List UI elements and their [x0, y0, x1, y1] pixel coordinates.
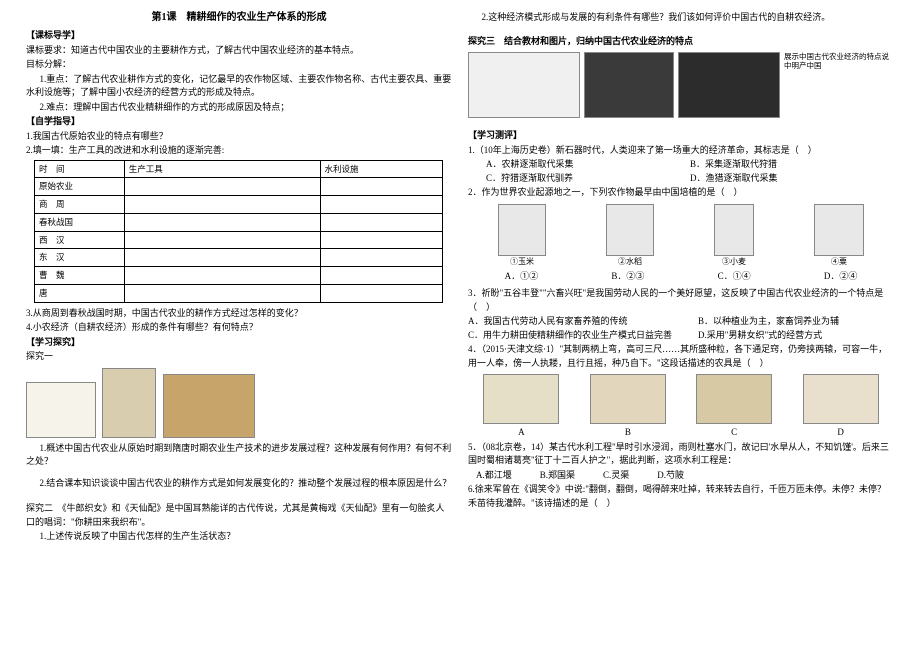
q3: 3.从商周到春秋战国时期，中国古代农业的耕作方式经过怎样的变化？: [26, 307, 452, 321]
tool-a-image: [483, 374, 559, 424]
mubiao-2: 2.难点：理解中国古代农业精耕细作的方式的形成原因及特点；: [26, 101, 452, 115]
history-table: 时 间 生产工具 水利设施 原始农业 商 周 春秋战国 西 汉 东 汉 曹 魏 …: [34, 160, 443, 303]
table-row: 商 周: [35, 196, 443, 214]
right-column: 2.这种经济模式形成与发展的有利条件有哪些？我们该如何评价中国古代的自耕农经济。…: [460, 10, 902, 640]
r-q1: 1.（10年上海历史卷）新石器时代，人类迎来了第一场重大的经济革命，其标志是（ …: [468, 144, 894, 158]
zixue-1: 1.我国古代原始农业的特点有哪些？: [26, 130, 452, 144]
left-column: 第1课 精耕细作的农业生产体系的形成 【课标导学】 课标要求：知道古代中国农业的…: [18, 10, 460, 640]
tool-figures: [468, 374, 894, 424]
mubiao-1: 1.重点：了解古代农业耕作方式的变化，记忆最早的农作物区域、主要农作物名称、古代…: [26, 73, 452, 100]
table-row: 西 汉: [35, 231, 443, 249]
kebiao-head: 【课标导学】: [26, 29, 452, 43]
r-q2: 2．作为世界农业起源地之一，下列农作物最早由中国培植的是（ ）: [468, 186, 894, 200]
tanjiu-head: 【学习探究】: [26, 336, 452, 350]
q1-options: A．农耕逐渐取代采集 B．采集逐渐取代狩猎 C．狩猎逐渐取代驯养 D．渔猎逐渐取…: [468, 158, 894, 185]
fig-millet: ④粟: [814, 204, 864, 268]
mubiao-head: 目标分解：: [26, 58, 452, 72]
q4-letters: A B C D: [468, 426, 894, 440]
corn-icon: [498, 204, 546, 256]
side-text: 展示中国古代农业经济的特点说中明产中国: [784, 52, 894, 70]
table-row: 春秋战国: [35, 213, 443, 231]
farming-scene-1: [468, 52, 580, 118]
tanjiu3-head: 探究三 结合教材和图片，归纳中国古代农业经济的特点: [468, 35, 894, 49]
q3-options: A．我国古代劳动人民有家畜养殖的传统 B．以种植业为主，家畜饲养业为辅 C．用牛…: [468, 315, 894, 342]
zixue-head: 【自学指导】: [26, 115, 452, 129]
r-q6: 6.徐来军曾在《调笑令》中说:"翻倒，翻倒，喝得醉来吐掉，转来转去自行，千匝万匝…: [468, 483, 894, 510]
kebiao-req: 课标要求：知道古代中国农业的主要耕作方式，了解古代中国农业经济的基本特点。: [26, 44, 452, 58]
tanjiu-q2: 2.结合课本知识谈谈中国古代农业的耕作方式是如何发展变化的？推动整个发展过程的根…: [26, 477, 452, 491]
table-row: 原始农业: [35, 178, 443, 196]
table-header-row: 时 间 生产工具 水利设施: [35, 160, 443, 178]
lesson-title: 第1课 精耕细作的农业生产体系的形成: [26, 10, 452, 25]
fig-corn: ①玉米: [498, 204, 546, 268]
tanjiu-q1: 1.概述中国古代农业从原始时期到隋唐时期农业生产技术的进步发展过程？这种发展有何…: [26, 442, 452, 469]
fig-rice: ②水稻: [606, 204, 654, 268]
q5-options: A.都江堰 B.郑国渠 C.灵渠 D.芍陂: [468, 469, 894, 483]
th-time: 时 间: [35, 160, 125, 178]
q4: 4.小农经济（自耕农经济）形成的条件有哪些？有何特点？: [26, 321, 452, 335]
farming-scene-2: [584, 52, 674, 118]
tanjiu-2-q1: 1.上述传说反映了中国古代怎样的生产生活状态？: [26, 530, 452, 544]
table-row: 东 汉: [35, 249, 443, 267]
farming-scene-3: [678, 52, 780, 118]
table-row: 曹 魏: [35, 267, 443, 285]
tanjiu-1: 探究一: [26, 350, 452, 364]
r-q5: 5．（08北京卷，14）某古代水利工程"旱时引水浸润，雨则杜塞水门，故记曰'水旱…: [468, 441, 894, 468]
explore-images: [26, 368, 452, 438]
th-water: 水利设施: [320, 160, 442, 178]
plow-image: [102, 368, 156, 438]
r-q3: 3．祈盼"五谷丰登""六畜兴旺"是我国劳动人民的一个美好愿望，这反映了中国古代农…: [468, 287, 894, 314]
tool-b-image: [590, 374, 666, 424]
r-q2-top: 2.这种经济模式形成与发展的有利条件有哪些？我们该如何评价中国古代的自耕农经济。: [468, 11, 894, 25]
tool-d-image: [803, 374, 879, 424]
th-tools: 生产工具: [124, 160, 320, 178]
ceping-head: 【学习测评】: [468, 129, 894, 143]
zixue-2: 2.填一填：生产工具的改进和水利设施的逐渐完善:: [26, 144, 452, 158]
tool-c-image: [696, 374, 772, 424]
fig-wheat: ③小麦: [714, 204, 754, 268]
millet-icon: [814, 204, 864, 256]
tools-image: [26, 382, 96, 438]
crop-figures: ①玉米 ②水稻 ③小麦 ④粟: [468, 204, 894, 268]
tanjiu-2: 探究二 《牛郎织女》和《天仙配》是中国耳熟能详的古代传说，尤其是黄梅戏《天仙配》…: [26, 502, 452, 529]
table-row: 唐: [35, 284, 443, 302]
top-images-row: 展示中国古代农业经济的特点说中明产中国: [468, 52, 894, 118]
r-q4: 4．（2015·天津文综·1）"其制两柄上弯，高可三尺……其所盛种粒，各下通足窍…: [468, 343, 894, 370]
ox-carving-image: [163, 374, 255, 438]
rice-icon: [606, 204, 654, 256]
q2-options: A．①② B．②③ C．①④ D．②④: [468, 270, 894, 284]
wheat-icon: [714, 204, 754, 256]
